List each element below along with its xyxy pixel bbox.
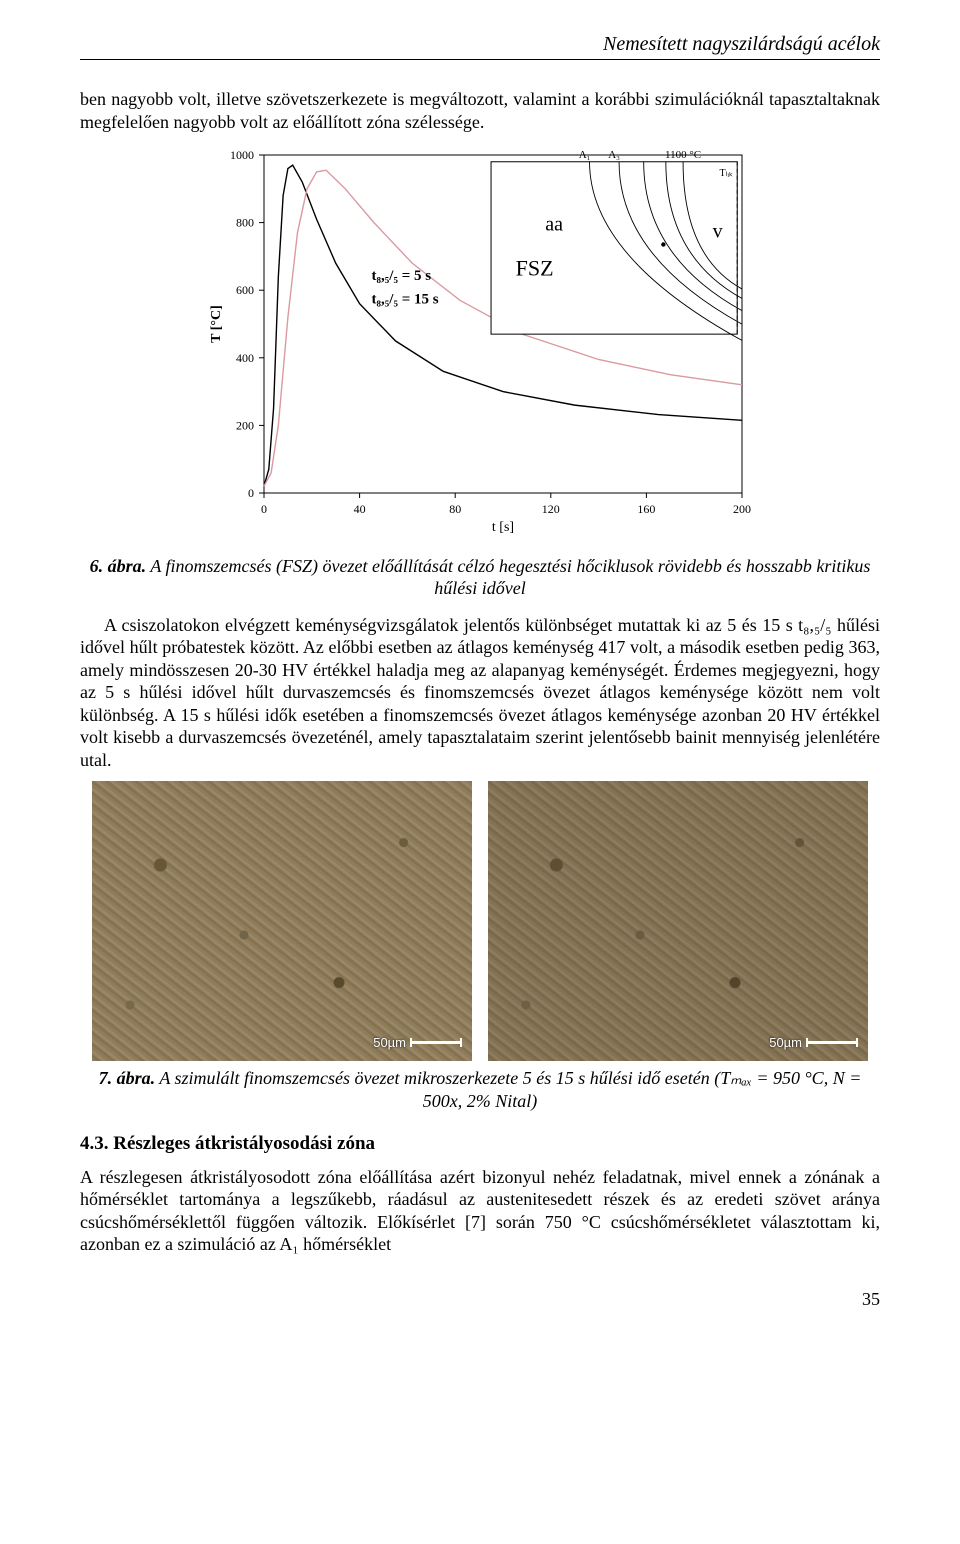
intro-paragraph: ben nagyobb volt, illetve szövetszerkeze… [80, 88, 880, 133]
svg-text:800: 800 [236, 216, 254, 230]
page-number: 35 [80, 1288, 880, 1311]
mid-paragraph: A csiszolatokon elvégzett keménységvizsg… [80, 614, 880, 772]
scale-bar-label: 50µm [373, 1035, 406, 1051]
svg-text:T [°C]: T [°C] [209, 305, 224, 343]
figure-7-caption-text: A szimulált finomszemcsés övezet mikrosz… [155, 1068, 861, 1111]
micrograph-left: 50µm [92, 781, 472, 1061]
figure-7-caption: 7. ábra. A szimulált finomszemcsés öveze… [80, 1067, 880, 1112]
svg-text:0: 0 [248, 486, 254, 500]
scale-bar: 50µm [373, 1035, 462, 1051]
svg-text:t [s]: t [s] [492, 520, 514, 535]
svg-text:v: v [713, 221, 723, 243]
figure-6-caption: 6. ábra. A finomszemcsés (FSZ) övezet el… [80, 555, 880, 600]
svg-text:80: 80 [449, 502, 461, 516]
section-4-3-paragraph: A részlegesen átkristályosodott zóna elő… [80, 1166, 880, 1256]
svg-text:200: 200 [236, 418, 254, 432]
scale-bar-line [410, 1041, 462, 1044]
svg-text:400: 400 [236, 351, 254, 365]
micrograph-texture [92, 781, 472, 1061]
svg-text:200: 200 [733, 502, 751, 516]
svg-text:t₈,₅/₅ = 5 s: t₈,₅/₅ = 5 s [372, 268, 432, 284]
scale-bar-line [806, 1041, 858, 1044]
svg-text:600: 600 [236, 283, 254, 297]
micrograph-texture [488, 781, 868, 1061]
scale-bar-label: 50µm [769, 1035, 802, 1051]
figure-6-caption-text: A finomszemcsés (FSZ) övezet előállításá… [146, 556, 870, 599]
figure-7-caption-lead: 7. ábra. [99, 1068, 156, 1088]
micrograph-right: 50µm [488, 781, 868, 1061]
figure-6-chart: 0 40 80 120 160 200 0 200 400 600 800 1000 t [s] T [°… [200, 141, 760, 547]
svg-text:120: 120 [542, 502, 560, 516]
svg-text:aa: aa [545, 214, 563, 236]
svg-text:A₁: A₁ [579, 149, 591, 161]
svg-text:Tₗᵢₖ: Tₗᵢₖ [720, 168, 734, 179]
cooling-curve-chart: 0 40 80 120 160 200 0 200 400 600 800 1000 t [s] T [°… [200, 141, 760, 541]
svg-text:0: 0 [261, 502, 267, 516]
svg-text:A₃: A₃ [608, 149, 620, 161]
figure-7-images: 50µm 50µm [80, 781, 880, 1061]
svg-text:t₈,₅/₅ = 15 s: t₈,₅/₅ = 15 s [372, 292, 439, 308]
figure-6-caption-lead: 6. ábra. [90, 556, 147, 576]
svg-text:1000: 1000 [230, 148, 254, 162]
scale-bar: 50µm [769, 1035, 858, 1051]
svg-text:40: 40 [354, 502, 366, 516]
section-4-3-heading: 4.3. Részleges átkristályosodási zóna [80, 1132, 880, 1156]
running-header: Nemesített nagyszilárdságú acélok [80, 32, 880, 60]
svg-text:160: 160 [637, 502, 655, 516]
svg-text:1100 °C: 1100 °C [665, 149, 701, 161]
svg-text:FSZ: FSZ [516, 256, 554, 281]
